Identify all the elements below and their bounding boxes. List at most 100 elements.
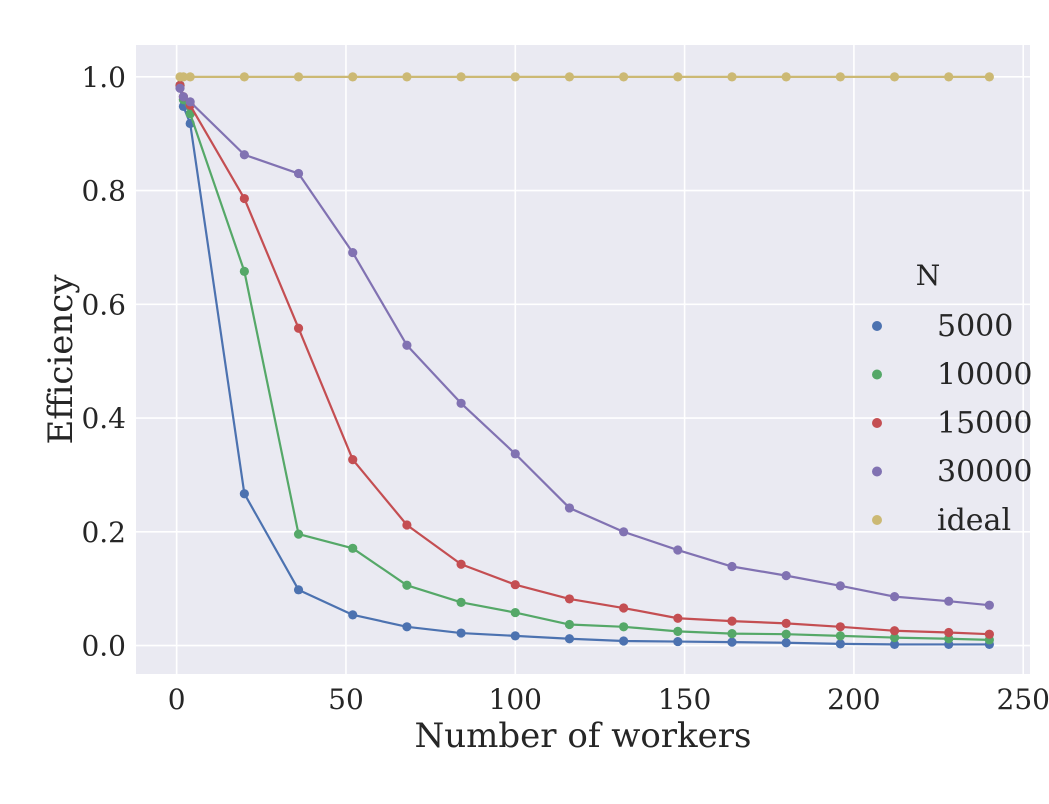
data-point [178, 92, 189, 102]
data-point [456, 628, 466, 638]
data-point [348, 610, 358, 620]
data-point [185, 72, 195, 82]
legend-item: 15000 [872, 406, 1032, 441]
data-point [673, 72, 683, 82]
legend-title: N [916, 259, 941, 292]
data-point [619, 636, 629, 646]
data-point [239, 266, 249, 276]
data-point [889, 592, 900, 602]
y-tick-label: 1.0 [81, 61, 126, 94]
y-tick-label: 0.8 [81, 175, 126, 208]
legend-label: 10000 [937, 358, 1032, 393]
data-point [510, 449, 520, 459]
data-point [456, 559, 466, 569]
data-point [727, 561, 737, 572]
data-point [564, 594, 575, 604]
data-point [835, 622, 845, 632]
y-axis-label: Efficiency [41, 274, 81, 445]
legend-label: 15000 [937, 406, 1032, 441]
y-tick-label: 0.2 [81, 516, 126, 549]
data-point [619, 622, 629, 632]
data-point [781, 638, 791, 648]
data-point [564, 634, 575, 644]
data-point [835, 72, 845, 82]
data-point [348, 543, 358, 553]
data-point [781, 72, 791, 82]
series-line [179, 87, 990, 607]
legend-items: 5000 10000 15000 30000 ideal [872, 309, 1032, 538]
data-point [727, 616, 737, 626]
data-point [293, 323, 304, 333]
series-line [178, 85, 990, 641]
data-point [727, 72, 737, 82]
data-point [239, 150, 249, 160]
data-point [239, 489, 249, 499]
x-tick-label: 0 [168, 683, 186, 716]
data-point [348, 454, 358, 465]
y-tick-label: 0.4 [81, 402, 126, 435]
legend-marker [872, 515, 882, 525]
data-point [402, 340, 412, 350]
legend-marker [872, 466, 882, 477]
data-point [673, 626, 683, 636]
data-point [293, 529, 304, 539]
data-point [510, 580, 520, 590]
data-point [835, 581, 845, 591]
series-group [175, 72, 994, 650]
data-point [510, 72, 520, 82]
series-line [178, 85, 990, 646]
data-point [835, 639, 845, 649]
legend-label: 5000 [937, 309, 1013, 344]
data-point [835, 631, 845, 641]
data-point [944, 72, 954, 82]
data-point [402, 622, 412, 632]
tick-labels: 0 50 100 150 200 250 0.0 0.2 0.4 0.6 0.8 1.0 [81, 61, 1049, 716]
y-tick-label: 0.0 [81, 630, 126, 663]
x-tick-label: 250 [997, 683, 1049, 716]
legend-label: 30000 [937, 455, 1032, 490]
legend-item: ideal [872, 503, 1011, 538]
data-point [239, 72, 249, 82]
data-point [619, 527, 629, 537]
data-point [564, 503, 575, 513]
data-point [889, 639, 900, 650]
data-point [889, 633, 900, 643]
x-tick-label: 150 [658, 683, 711, 716]
data-point [673, 636, 683, 647]
data-point [781, 629, 791, 639]
y-tick-label: 0.6 [81, 288, 126, 321]
legend-marker [872, 418, 882, 428]
data-point [673, 613, 683, 623]
data-point [239, 193, 249, 204]
x-tick-label: 100 [489, 683, 542, 716]
data-point [402, 580, 412, 590]
data-point [178, 72, 189, 82]
data-point [456, 597, 466, 607]
data-point [619, 603, 629, 613]
data-point [293, 168, 304, 179]
data-point [984, 72, 994, 82]
data-point [510, 607, 520, 618]
data-point [673, 545, 683, 555]
x-tick-label: 200 [827, 683, 880, 716]
legend-item: 30000 [872, 455, 1032, 490]
data-point [564, 72, 575, 82]
data-point [984, 629, 994, 639]
legend-item: 10000 [872, 358, 1032, 393]
series-line [178, 85, 990, 636]
data-point [456, 398, 466, 408]
series-ideal [175, 72, 994, 82]
data-point [185, 97, 195, 107]
legend-item: 5000 [872, 309, 1013, 344]
data-point [889, 626, 900, 636]
data-point [727, 629, 737, 639]
data-point [944, 596, 954, 606]
legend-marker [872, 369, 882, 380]
data-point [175, 83, 185, 93]
data-point [564, 619, 575, 630]
x-axis-label: Number of workers [415, 716, 752, 756]
data-point [727, 637, 737, 647]
data-point [185, 109, 195, 119]
